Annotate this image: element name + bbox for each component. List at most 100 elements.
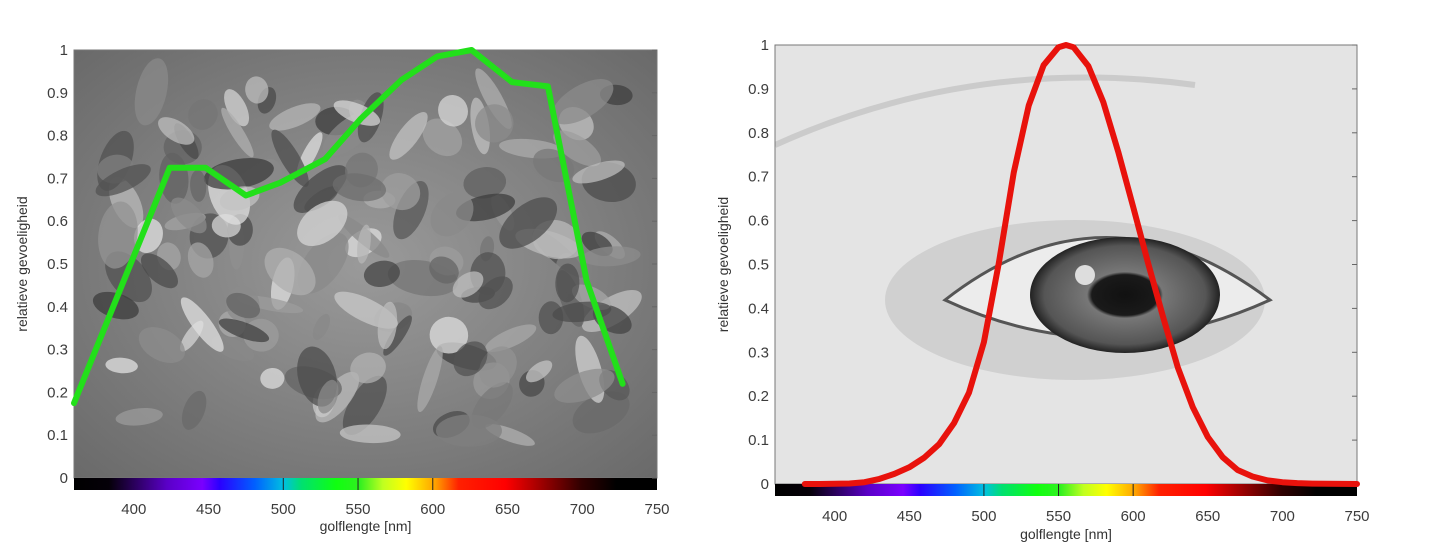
leaf-shape [377,301,398,350]
leaf-shape [297,200,348,247]
leaf-shape [188,99,218,130]
y-tick-label: 0.6 [748,213,769,230]
x-axis-label: golflengte [nm] [320,518,412,534]
leaf-shape [187,242,214,278]
leaf-shape [452,271,484,298]
leaf-shape [332,173,387,202]
leaf-shape [317,379,339,414]
y-tick-label: 0.4 [47,299,68,316]
x-tick-label: 400 [822,508,847,525]
leaf-shape [190,169,207,202]
leaf-shape [221,107,254,158]
spectrum-colorbar [74,478,657,490]
y-tick-label: 0 [60,470,68,487]
leaf-shape [180,297,224,352]
leaf-shape [304,186,339,212]
leaf-shape [555,263,580,303]
y-tick-label: 0.9 [47,85,68,102]
x-tick-label: 500 [271,501,296,518]
leaf-shape [526,360,553,383]
y-tick-label: 1 [60,42,68,59]
leaf-shape [363,260,400,287]
leaf-shape [383,315,412,356]
leaf-shape [551,79,614,125]
leaf-shape [95,164,151,197]
leaf-shape [134,58,169,126]
y-tick-label: 0.6 [47,213,68,230]
series-line-plant-sensitivity [71,47,626,407]
y-tick-label: 0.1 [748,432,769,449]
y-tick-label: 0.2 [748,388,769,405]
y-tick-label: 0.5 [47,256,68,273]
leaf-shape [264,247,316,296]
y-tick-label: 0.7 [47,170,68,187]
leaf-shape [429,316,469,354]
chart-2: 0 0.1 0.2 0.3 0.4 0.5 0.6 0.7 0.8 0.9 1 400 450 500 55… [715,37,1370,542]
leaf-shape [138,327,186,364]
y-tick-label: 1 [761,37,769,54]
eyebrow-crease [775,74,1196,148]
x-tick-label: 600 [420,501,445,518]
y-tick-label: 0 [761,476,769,493]
leaf-shape [479,346,517,388]
leaf-shape [350,352,386,384]
leaf-shape [293,165,348,213]
x-tick-label: 400 [121,501,146,518]
y-tick-label: 0.7 [748,169,769,186]
leaf-shape [140,253,178,289]
y-tick-label: 0.5 [748,257,769,274]
leaf-shape [581,246,641,267]
x-tick-label: 650 [495,501,520,518]
leaf-shape [181,390,207,430]
y-tick-label: 0.3 [47,342,68,359]
leaf-shape [463,167,507,199]
leaf-shape [339,424,401,444]
leaf-shape [422,118,463,157]
leaf-shape [553,130,602,167]
x-tick-label: 450 [897,508,922,525]
leaf-shape [245,76,269,104]
iris [1030,237,1220,353]
eye-highlight [1075,265,1095,285]
x-tick-label: 550 [346,501,371,518]
leaf-shape [218,318,270,343]
x-tick-label: 700 [1270,508,1295,525]
y-tick-label: 0.1 [47,427,68,444]
leaf-shape [105,357,138,374]
x-tick-label: 650 [1195,508,1220,525]
chart-1: 0 0.1 0.2 0.3 0.4 0.5 0.6 0.7 0.8 0.9 1 400 450 500 55… [14,42,670,534]
leaf-shape [430,192,474,237]
x-tick-label: 700 [570,501,595,518]
leaf-shape [417,346,443,413]
leaf-shape [380,173,421,211]
background-photo [74,50,657,478]
x-tick-label: 750 [1344,508,1369,525]
spectrum-colorbar [775,484,1357,496]
leaf-shape [342,375,387,435]
leaf-shape [357,224,371,264]
y-tick-label: 0.4 [748,300,769,317]
x-tick-label: 450 [196,501,221,518]
y-tick-label: 0.3 [748,344,769,361]
x-tick-label: 600 [1121,508,1146,525]
x-axis-label: golflengte [nm] [1020,526,1112,542]
leaf-shape [170,197,207,234]
y-axis-label: relatieve gevoeligheid [14,196,30,331]
leaf-shape [438,94,468,127]
y-tick-label: 0.8 [748,125,769,142]
leaf-shape [333,100,381,126]
leaf-shape [475,104,514,143]
leaf-shape [429,256,459,284]
leaf-shape [224,89,250,127]
leaf-shape [478,276,513,310]
leaf-shape [115,408,163,426]
leaf-shape [389,111,428,160]
leaf-shape [158,117,195,145]
y-axis-label: relatieve gevoeligheid [715,197,731,332]
y-tick-label: 0.8 [47,128,68,145]
y-tick-label: 0.2 [47,384,68,401]
leaf-shape [260,367,285,389]
y-tick-label: 0.9 [748,81,769,98]
leaf-shape [226,292,261,319]
